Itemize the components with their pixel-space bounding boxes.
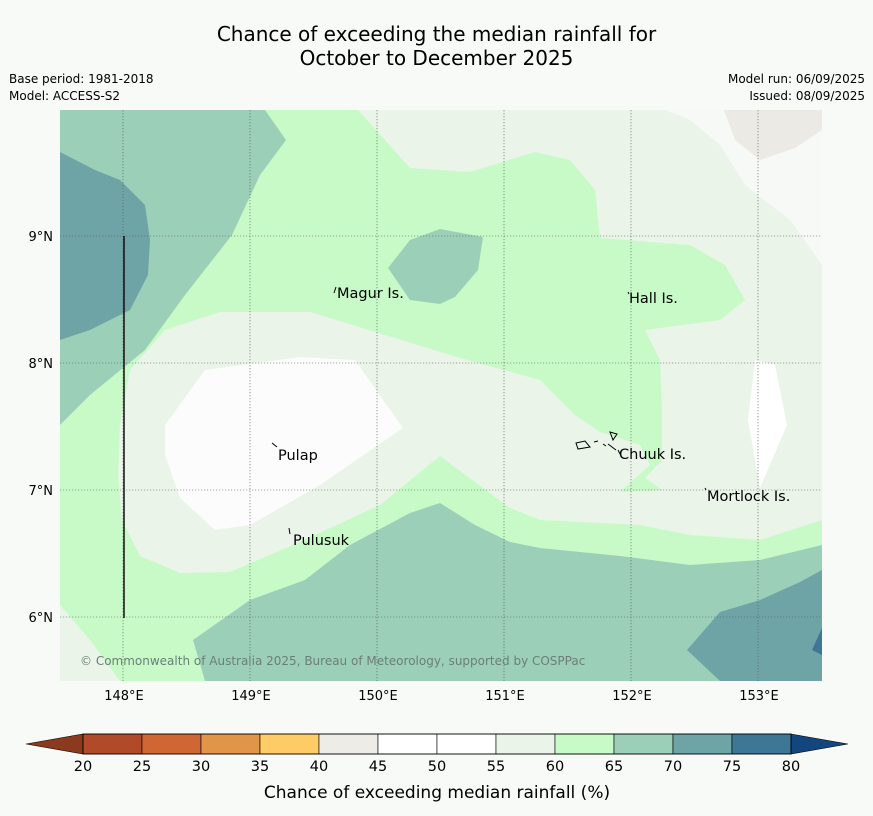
lon-label-151e: 151°E (485, 689, 525, 704)
graticule (60, 110, 822, 681)
map-plot-area: Magur Is. Hall Is. Pulap Chuuk Is. Mortl… (60, 110, 822, 681)
meta-left: Base period: 1981-2018 Model: ACCESS-S2 (9, 71, 154, 105)
colorbar-tick-label: 30 (192, 759, 210, 775)
island-pulusuk (288, 527, 291, 535)
model-name: Model: ACCESS-S2 (9, 89, 121, 103)
colorbar-segment (495, 733, 556, 755)
colorbar-tick-label: 40 (310, 759, 328, 775)
colorbar-title: Chance of exceeding median rainfall (%) (264, 783, 610, 803)
lat-tick-labels: 9°N 8°N 7°N 6°N (29, 230, 54, 626)
place-labels: Magur Is. Hall Is. Pulap Chuuk Is. Mortl… (278, 286, 790, 549)
island-hall (627, 291, 630, 295)
colorbar-segments (82, 733, 792, 755)
copyright-text: © Commonwealth of Australia 2025, Bureau… (80, 654, 585, 668)
lon-label-149e: 149°E (231, 689, 271, 704)
label-pulusuk: Pulusuk (293, 533, 350, 549)
island-pulap (271, 442, 278, 448)
colorbar-segment (554, 733, 615, 755)
contour-55-60-ne (358, 110, 822, 515)
colorbar-tick-label: 50 (428, 759, 446, 775)
model-run: Model run: 06/09/2025 (727, 72, 865, 86)
lat-label-9n: 9°N (29, 230, 54, 245)
colorbar-segment (141, 733, 202, 755)
colorbar-tick-label: 75 (723, 759, 741, 775)
contour-70-75-nw (60, 152, 150, 340)
label-chuuk: Chuuk Is. (619, 447, 686, 463)
colorbar-segment (613, 733, 674, 755)
islands (271, 286, 707, 535)
meta-right: Model run: 06/09/2025 Issued: 08/09/2025 (728, 71, 865, 105)
colorbar: 20 25 30 35 40 45 50 55 60 65 70 75 80 Chance of exc… (25, 733, 849, 803)
contour-65-70-south (193, 503, 822, 681)
title-line-2: October to December 2025 (299, 46, 574, 70)
lon-label-152e: 152°E (612, 689, 652, 704)
colorbar-tick-label: 45 (369, 759, 387, 775)
contour-50-55-core (165, 357, 403, 530)
colorbar-frame (82, 733, 792, 755)
island-mortlock (704, 487, 707, 491)
label-mortlock: Mortlock Is. (707, 489, 790, 505)
colorbar-tick-label: 20 (74, 759, 92, 775)
title-line-1: Chance of exceeding the median rainfall … (216, 22, 657, 46)
lat-label-8n: 8°N (29, 357, 54, 372)
label-hall: Hall Is. (629, 291, 678, 307)
colorbar-tick-label: 55 (487, 759, 505, 775)
colorbar-segment (259, 733, 320, 755)
colorbar-tick-label: 60 (546, 759, 564, 775)
colorbar-segment (200, 733, 261, 755)
colorbar-tick-label: 35 (251, 759, 269, 775)
colorbar-tick-labels: 20 25 30 35 40 45 50 55 60 65 70 75 80 (74, 759, 800, 775)
colorbar-segment (436, 733, 497, 755)
label-pulap: Pulap (278, 448, 318, 464)
issued-date: Issued: 08/09/2025 (749, 89, 865, 103)
lon-tick-labels: 148°E 149°E 150°E 151°E 152°E 153°E (104, 689, 779, 704)
label-magur: Magur Is. (337, 286, 404, 302)
lat-label-6n: 6°N (29, 611, 54, 626)
colorbar-segment (82, 733, 143, 755)
contour-40-45-ne (724, 110, 822, 160)
contour-55-60-sw (60, 605, 120, 681)
colorbar-segment (672, 733, 733, 755)
colorbar-tick-label: 25 (133, 759, 151, 775)
colorbar-tick-label: 65 (605, 759, 623, 775)
colorbar-tick-label: 80 (782, 759, 800, 775)
contour-65-70-central (388, 229, 483, 304)
contour-75-80-se (812, 628, 822, 655)
colorbar-under-arrow (25, 733, 84, 755)
lat-label-7n: 7°N (29, 484, 54, 499)
lon-label-153e: 153°E (739, 689, 779, 704)
chart-title: Chance of exceeding the median rainfall … (0, 22, 873, 70)
colorbar-segment (377, 733, 438, 755)
colorbar-over-arrow (790, 733, 849, 755)
colorbar-segment (731, 733, 792, 755)
lon-label-148e: 148°E (104, 689, 144, 704)
lon-label-150e: 150°E (358, 689, 398, 704)
contour-70-75-se (687, 570, 822, 681)
colorbar-segment (318, 733, 379, 755)
base-period: Base period: 1981-2018 (9, 72, 154, 86)
colorbar-tick-label: 70 (664, 759, 682, 775)
island-magur (333, 286, 337, 294)
island-chuuk (575, 431, 621, 455)
